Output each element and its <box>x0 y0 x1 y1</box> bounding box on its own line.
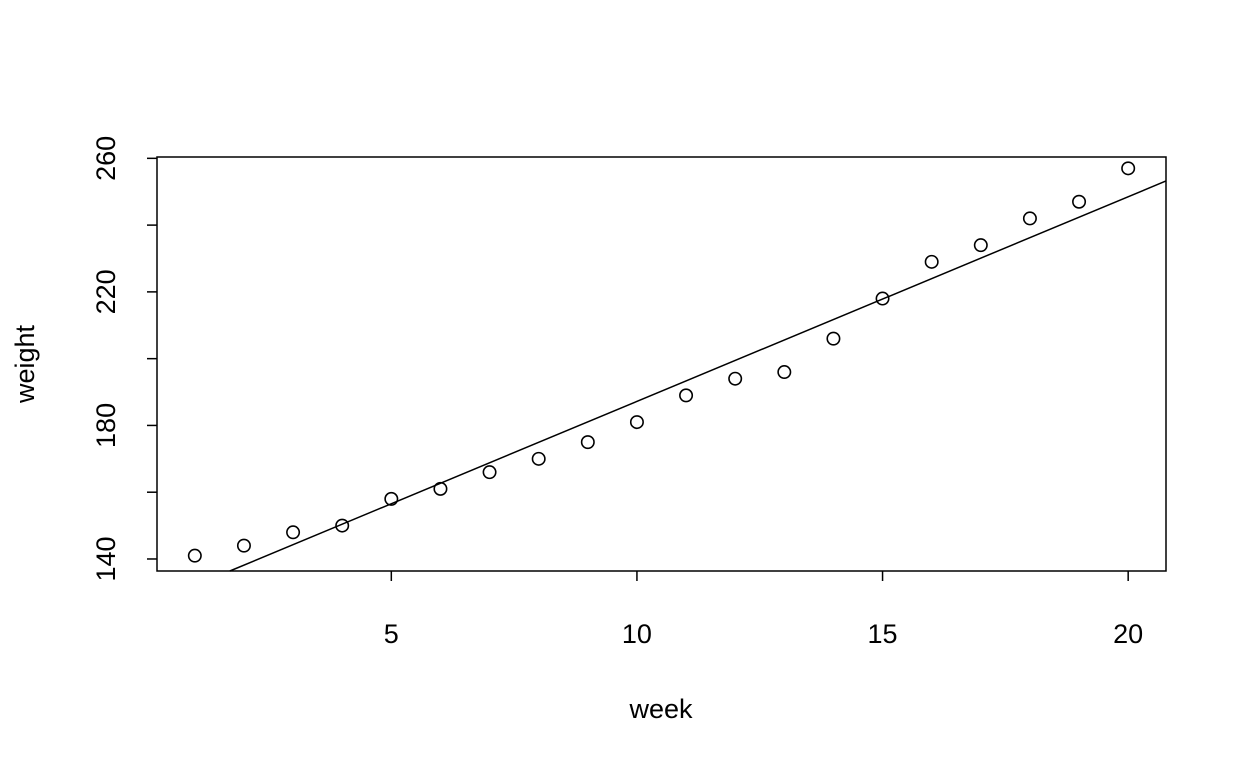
y-axis-label: weight <box>10 324 40 404</box>
x-tick-label: 20 <box>1113 619 1143 649</box>
y-tick-label: 220 <box>91 269 121 314</box>
data-points <box>187 161 1136 563</box>
data-point <box>580 435 595 450</box>
data-point <box>1072 194 1087 209</box>
y-tick-label: 180 <box>91 403 121 448</box>
data-point <box>728 371 743 386</box>
data-point <box>1022 211 1037 226</box>
y-tick-label: 260 <box>91 136 121 181</box>
data-point <box>629 415 644 430</box>
x-tick-label: 5 <box>384 619 399 649</box>
data-point <box>679 388 694 403</box>
regression-line <box>229 180 1167 572</box>
data-point <box>335 518 350 533</box>
data-point <box>875 291 890 306</box>
data-point <box>482 465 497 480</box>
plot-frame <box>156 156 1167 572</box>
y-tick-label: 140 <box>91 536 121 581</box>
data-point <box>384 491 399 506</box>
data-point <box>187 548 202 563</box>
data-point <box>973 238 988 253</box>
data-point <box>826 331 841 346</box>
x-tick-label: 10 <box>622 619 652 649</box>
data-point <box>286 525 301 540</box>
y-axis: 140 180 220 260 <box>91 136 157 582</box>
data-point <box>236 538 251 553</box>
data-point <box>433 481 448 496</box>
x-tick-label: 15 <box>868 619 898 649</box>
regression-line-layer <box>229 180 1167 572</box>
data-point <box>1121 161 1136 176</box>
data-point <box>531 451 546 466</box>
data-point <box>777 365 792 380</box>
x-axis: 5 10 15 20 <box>384 571 1143 649</box>
x-axis-label: week <box>628 694 693 724</box>
data-point <box>924 254 939 269</box>
